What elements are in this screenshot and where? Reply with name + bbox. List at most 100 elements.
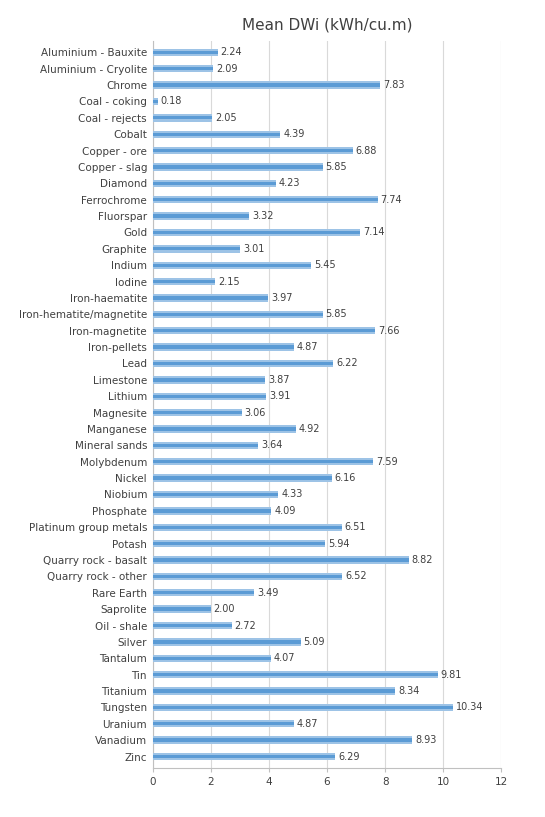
Text: 7.14: 7.14 bbox=[363, 227, 385, 238]
Bar bbox=[153, 132, 280, 136]
Bar bbox=[153, 493, 278, 496]
Bar bbox=[153, 589, 254, 596]
Bar bbox=[153, 542, 325, 545]
Bar bbox=[153, 657, 271, 660]
Bar bbox=[153, 444, 258, 447]
Bar bbox=[153, 442, 258, 449]
Text: 2.09: 2.09 bbox=[216, 64, 238, 74]
Bar bbox=[153, 395, 267, 398]
Bar bbox=[153, 673, 438, 676]
Bar bbox=[153, 212, 249, 220]
Bar bbox=[153, 608, 211, 611]
Bar bbox=[153, 230, 360, 234]
Bar bbox=[153, 67, 213, 70]
Bar bbox=[153, 624, 232, 627]
Text: 5.45: 5.45 bbox=[314, 260, 336, 270]
Bar bbox=[153, 491, 278, 498]
Bar bbox=[153, 65, 213, 73]
Text: 2.15: 2.15 bbox=[218, 277, 240, 287]
Text: 7.59: 7.59 bbox=[376, 457, 398, 467]
Bar bbox=[153, 411, 241, 414]
Bar bbox=[153, 556, 409, 564]
Text: 4.09: 4.09 bbox=[274, 506, 296, 516]
Bar bbox=[153, 460, 373, 463]
Text: 5.94: 5.94 bbox=[328, 538, 350, 549]
Bar bbox=[153, 214, 249, 218]
Bar bbox=[153, 181, 276, 185]
Text: 3.32: 3.32 bbox=[252, 211, 274, 221]
Bar bbox=[153, 475, 332, 482]
Bar bbox=[153, 346, 294, 349]
Bar bbox=[153, 507, 271, 515]
Text: 5.85: 5.85 bbox=[325, 162, 347, 172]
Bar bbox=[153, 392, 267, 400]
Bar bbox=[153, 525, 342, 529]
Text: 2.00: 2.00 bbox=[214, 604, 235, 614]
Bar bbox=[153, 558, 409, 561]
Bar bbox=[153, 51, 217, 54]
Bar bbox=[153, 131, 280, 138]
Bar bbox=[153, 752, 335, 760]
Bar bbox=[153, 49, 217, 56]
Bar bbox=[153, 82, 380, 89]
Text: 8.34: 8.34 bbox=[398, 686, 419, 696]
Text: 10.34: 10.34 bbox=[456, 703, 483, 712]
Text: 6.51: 6.51 bbox=[345, 522, 366, 532]
Bar bbox=[153, 163, 323, 171]
Bar bbox=[153, 149, 353, 152]
Bar bbox=[153, 574, 342, 578]
Bar bbox=[153, 426, 295, 433]
Bar bbox=[153, 540, 325, 547]
Bar bbox=[153, 458, 373, 466]
Bar bbox=[153, 378, 265, 382]
Bar bbox=[153, 641, 300, 644]
Text: 6.88: 6.88 bbox=[355, 145, 377, 155]
Bar bbox=[153, 605, 211, 613]
Bar bbox=[153, 409, 241, 417]
Bar bbox=[153, 427, 295, 431]
Bar bbox=[153, 755, 335, 758]
Bar bbox=[153, 654, 271, 662]
Bar bbox=[153, 264, 311, 267]
Text: 5.85: 5.85 bbox=[325, 310, 347, 319]
Text: 4.23: 4.23 bbox=[278, 178, 300, 189]
Bar bbox=[153, 524, 342, 531]
Bar bbox=[153, 100, 158, 103]
Text: 3.49: 3.49 bbox=[257, 587, 278, 598]
Bar bbox=[153, 116, 212, 119]
Text: 4.87: 4.87 bbox=[297, 719, 319, 729]
Bar bbox=[153, 376, 265, 383]
Text: 0.18: 0.18 bbox=[161, 96, 182, 106]
Bar bbox=[153, 329, 376, 333]
Text: 8.82: 8.82 bbox=[412, 555, 433, 565]
Title: Mean DWi (kWh/cu.m): Mean DWi (kWh/cu.m) bbox=[242, 18, 412, 33]
Bar bbox=[153, 739, 412, 742]
Text: 6.16: 6.16 bbox=[335, 473, 356, 483]
Bar bbox=[153, 362, 334, 365]
Bar bbox=[153, 638, 300, 645]
Text: 6.29: 6.29 bbox=[338, 752, 360, 761]
Bar bbox=[153, 690, 395, 693]
Text: 4.92: 4.92 bbox=[299, 424, 320, 434]
Bar bbox=[153, 313, 323, 316]
Bar bbox=[153, 245, 240, 252]
Text: 2.05: 2.05 bbox=[215, 113, 237, 123]
Text: 3.06: 3.06 bbox=[245, 408, 266, 417]
Bar bbox=[153, 83, 380, 87]
Text: 3.97: 3.97 bbox=[271, 293, 293, 303]
Bar bbox=[153, 736, 412, 743]
Bar bbox=[153, 229, 360, 236]
Bar bbox=[153, 310, 323, 318]
Text: 4.87: 4.87 bbox=[297, 342, 319, 352]
Text: 8.93: 8.93 bbox=[415, 735, 437, 745]
Bar bbox=[153, 278, 215, 285]
Text: 4.33: 4.33 bbox=[281, 489, 302, 499]
Text: 3.91: 3.91 bbox=[269, 391, 290, 401]
Text: 7.83: 7.83 bbox=[383, 80, 404, 90]
Bar bbox=[153, 165, 323, 168]
Bar bbox=[153, 703, 453, 711]
Text: 3.01: 3.01 bbox=[243, 243, 264, 254]
Bar bbox=[153, 671, 438, 678]
Bar bbox=[153, 147, 353, 154]
Bar bbox=[153, 198, 378, 201]
